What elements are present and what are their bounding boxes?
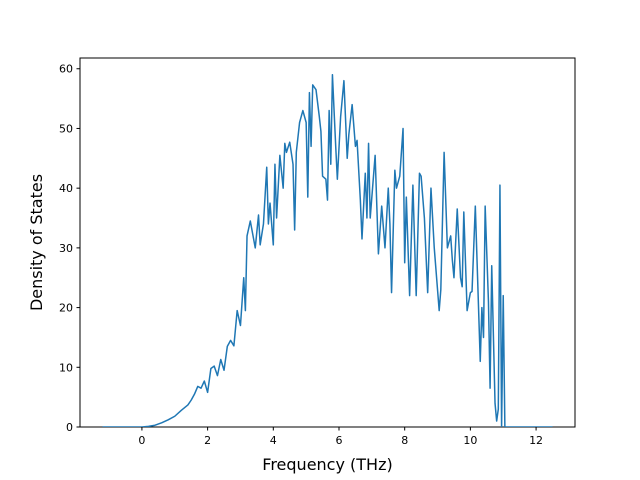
y-tick-label: 50 xyxy=(59,122,73,135)
y-tick-label: 20 xyxy=(59,302,73,315)
y-axis-label: Density of States xyxy=(27,174,46,311)
y-tick-label: 40 xyxy=(59,182,73,195)
data-line xyxy=(102,73,553,427)
x-tick-label: 2 xyxy=(204,434,211,447)
y-tick-label: 0 xyxy=(66,421,73,434)
axes-frame xyxy=(79,57,576,428)
x-tick-label: 4 xyxy=(270,434,277,447)
x-tick-label: 0 xyxy=(138,434,145,447)
x-tick-label: 12 xyxy=(529,434,543,447)
x-tick-label: 8 xyxy=(401,434,408,447)
y-tick-label: 10 xyxy=(59,361,73,374)
x-axis-label: Frequency (THz) xyxy=(262,455,392,474)
y-tick-label: 30 xyxy=(59,242,73,255)
y-tick-label: 60 xyxy=(59,63,73,76)
x-tick-label: 6 xyxy=(335,434,342,447)
x-tick-label: 10 xyxy=(463,434,477,447)
